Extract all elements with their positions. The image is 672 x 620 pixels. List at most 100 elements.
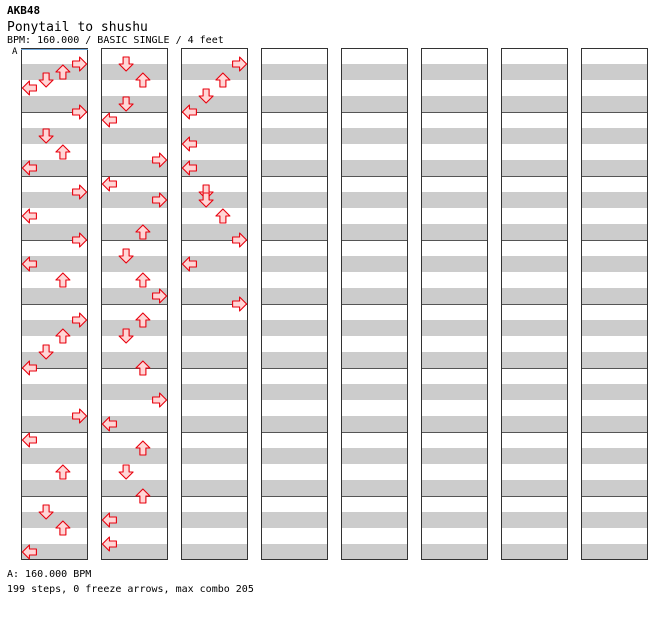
beat-band — [101, 256, 168, 272]
chart-column — [101, 48, 168, 560]
beat-band — [501, 320, 568, 336]
beat-band — [101, 288, 168, 304]
step-arrow-down — [118, 56, 134, 72]
beat-band — [581, 480, 648, 496]
beat-band — [581, 352, 648, 368]
beat-band — [501, 416, 568, 432]
step-arrow-right — [152, 152, 168, 168]
beat-band — [501, 160, 568, 176]
beat-band — [101, 320, 168, 336]
step-arrow-left — [21, 360, 37, 376]
chart-column — [181, 48, 248, 560]
step-arrow-up — [135, 224, 151, 240]
beat-band — [341, 544, 408, 560]
step-arrow-down — [118, 328, 134, 344]
beat-band — [181, 192, 248, 208]
beat-band — [21, 192, 88, 208]
beat-band — [421, 352, 488, 368]
beat-band — [501, 352, 568, 368]
beat-band — [261, 416, 328, 432]
beat-band — [101, 224, 168, 240]
step-arrow-up — [135, 312, 151, 328]
step-arrow-up — [55, 464, 71, 480]
beat-band — [341, 160, 408, 176]
step-arrow-left — [21, 432, 37, 448]
beat-band — [501, 224, 568, 240]
beat-band — [341, 224, 408, 240]
beat-band — [501, 544, 568, 560]
step-arrow-down — [118, 96, 134, 112]
beat-band — [341, 480, 408, 496]
step-arrow-left — [181, 136, 197, 152]
beat-band — [181, 64, 248, 80]
step-arrow-right — [72, 184, 88, 200]
chart-info: BPM: 160.000 / BASIC SINGLE / 4 feet — [7, 35, 224, 46]
beat-band — [421, 384, 488, 400]
beat-band — [421, 192, 488, 208]
step-arrow-up — [135, 72, 151, 88]
beat-band — [421, 160, 488, 176]
beat-band — [21, 480, 88, 496]
step-stats: 199 steps, 0 freeze arrows, max combo 20… — [7, 584, 254, 595]
step-arrow-up — [135, 440, 151, 456]
beat-band — [501, 64, 568, 80]
beat-band — [581, 544, 648, 560]
step-arrow-down — [198, 192, 214, 208]
step-arrow-right — [72, 56, 88, 72]
beat-band — [341, 64, 408, 80]
beat-band — [501, 384, 568, 400]
column-border — [21, 48, 88, 560]
beat-band — [341, 448, 408, 464]
step-arrow-up — [55, 272, 71, 288]
chart-column — [341, 48, 408, 560]
beat-band — [421, 128, 488, 144]
beat-band — [261, 384, 328, 400]
beat-band — [421, 256, 488, 272]
step-arrow-right — [152, 192, 168, 208]
step-arrow-left — [21, 256, 37, 272]
beat-band — [581, 64, 648, 80]
beat-band — [501, 96, 568, 112]
beat-band — [581, 512, 648, 528]
beat-band — [101, 480, 168, 496]
beat-band — [261, 224, 328, 240]
beat-band — [101, 384, 168, 400]
beat-band — [261, 448, 328, 464]
step-arrow-down — [198, 88, 214, 104]
beat-band — [581, 128, 648, 144]
bpm-marker-label: A — [12, 47, 18, 57]
beat-band — [421, 64, 488, 80]
beat-band — [181, 512, 248, 528]
beat-band — [581, 288, 648, 304]
step-arrow-right — [72, 408, 88, 424]
beat-band — [501, 480, 568, 496]
beat-band — [341, 96, 408, 112]
step-arrow-up — [135, 360, 151, 376]
beat-band — [21, 288, 88, 304]
bpm-summary: A: 160.000 BPM — [7, 569, 92, 580]
beat-band — [261, 192, 328, 208]
column-border — [341, 48, 408, 560]
step-arrow-down — [38, 344, 54, 360]
step-arrow-left — [181, 104, 197, 120]
beat-band — [341, 128, 408, 144]
beat-band — [21, 544, 88, 560]
beat-band — [341, 384, 408, 400]
beat-band — [21, 96, 88, 112]
beat-band — [501, 448, 568, 464]
beat-band — [101, 544, 168, 560]
beat-band — [501, 192, 568, 208]
beat-band — [21, 64, 88, 80]
step-arrow-right — [232, 56, 248, 72]
beat-band — [341, 416, 408, 432]
step-arrow-left — [101, 536, 117, 552]
chart-column — [21, 48, 88, 560]
step-arrow-right — [72, 312, 88, 328]
step-arrow-left — [181, 256, 197, 272]
beat-band — [581, 320, 648, 336]
beat-band — [421, 224, 488, 240]
beat-band — [581, 256, 648, 272]
beat-band — [181, 544, 248, 560]
step-arrow-down — [118, 248, 134, 264]
beat-band — [261, 288, 328, 304]
